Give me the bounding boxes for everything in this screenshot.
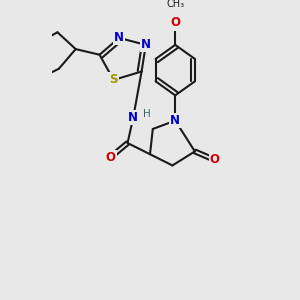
Text: H: H <box>143 109 151 118</box>
Text: O: O <box>106 151 116 164</box>
Text: CH₃: CH₃ <box>166 0 184 9</box>
Text: N: N <box>128 111 138 124</box>
Text: S: S <box>109 74 118 86</box>
Text: N: N <box>170 114 180 127</box>
Text: N: N <box>141 38 151 51</box>
Text: O: O <box>170 16 180 29</box>
Text: N: N <box>114 32 124 44</box>
Text: O: O <box>209 153 220 166</box>
